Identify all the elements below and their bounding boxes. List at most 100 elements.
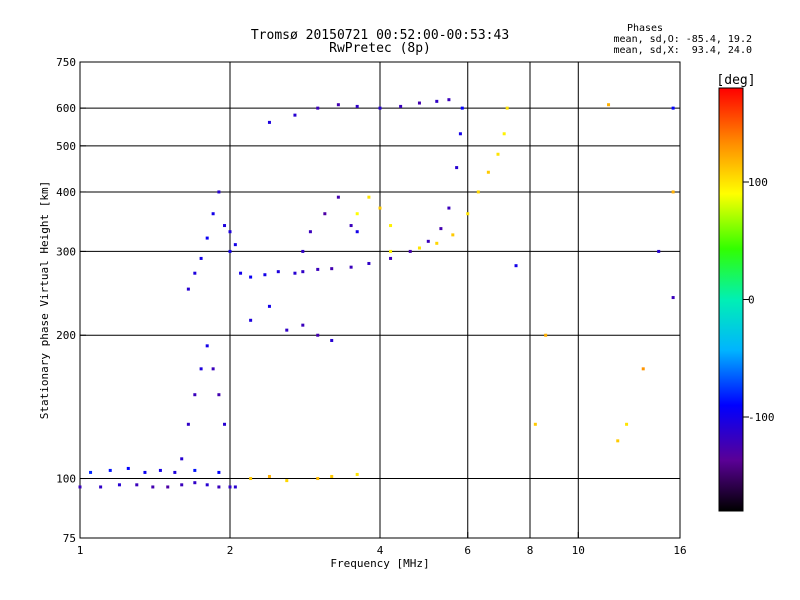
color-bar-ticks: 100 0 -100 <box>743 176 775 424</box>
y-tick-label: 750 <box>56 56 76 69</box>
echo-point <box>316 477 320 481</box>
echo-point <box>205 236 209 240</box>
echo-point <box>301 270 305 274</box>
color-bar-tick-label: 0 <box>748 294 755 307</box>
echo-point <box>455 166 459 170</box>
echo-point <box>330 474 334 478</box>
echo-point <box>355 212 359 216</box>
x-tick-label: 16 <box>673 544 686 557</box>
echo-point <box>233 243 237 247</box>
echo-point <box>460 106 464 110</box>
echo-point <box>378 206 382 210</box>
echo-point <box>336 195 340 199</box>
echo-point <box>408 249 412 253</box>
echo-point <box>514 264 518 268</box>
echo-point <box>205 483 209 487</box>
echo-point <box>641 367 645 371</box>
x-tick-label: 4 <box>377 544 384 557</box>
echo-point <box>249 477 253 481</box>
echo-point <box>89 470 93 474</box>
echo-point <box>193 393 197 397</box>
echo-point <box>173 470 177 474</box>
echo-point <box>466 212 470 216</box>
echo-point <box>316 267 320 271</box>
echo-point <box>199 367 203 371</box>
echo-point <box>389 249 393 253</box>
echo-point <box>186 422 190 426</box>
echo-point <box>228 249 232 253</box>
echo-point <box>367 195 371 199</box>
echo-point <box>267 304 271 308</box>
echo-point <box>211 367 215 371</box>
data-points <box>78 98 675 489</box>
echo-point <box>417 101 421 105</box>
echo-point <box>330 338 334 342</box>
y-tick-label: 100 <box>56 473 76 486</box>
echo-point <box>671 106 675 110</box>
echo-point <box>239 271 243 275</box>
echo-point <box>233 485 237 489</box>
echo-point <box>166 485 170 489</box>
echo-point <box>330 267 334 271</box>
echo-point <box>217 393 221 397</box>
echo-point <box>293 271 297 275</box>
y-tick-label: 400 <box>56 186 76 199</box>
x-axis-label: Frequency [MHz] <box>330 557 429 570</box>
y-tick-label: 200 <box>56 329 76 342</box>
echo-point <box>151 485 155 489</box>
echo-point <box>451 233 455 237</box>
axes: 1 2 4 6 8 10 16 75 100 200 300 400 500 600 750 <box>56 56 687 557</box>
stats-line-x: mean, sd,X: 93.4, 24.0 <box>614 45 752 56</box>
y-tick-label: 600 <box>56 102 76 115</box>
echo-point <box>458 132 462 136</box>
echo-point <box>267 120 271 124</box>
echo-point <box>616 439 620 443</box>
echo-point <box>389 256 393 260</box>
x-tick-label: 1 <box>77 544 84 557</box>
y-tick-label: 500 <box>56 140 76 153</box>
echo-point <box>285 328 289 332</box>
echo-point <box>544 333 548 337</box>
echo-point <box>435 99 439 103</box>
echo-point <box>249 318 253 322</box>
echo-point <box>671 190 675 194</box>
echo-point <box>126 466 130 470</box>
echo-point <box>439 227 443 231</box>
echo-point <box>193 468 197 472</box>
echo-point <box>180 457 184 461</box>
echo-point <box>263 273 267 277</box>
echo-point <box>301 249 305 253</box>
echo-point <box>276 270 280 274</box>
echo-point <box>211 212 215 216</box>
x-tick-label: 6 <box>464 544 471 557</box>
echo-point <box>158 468 162 472</box>
echo-point <box>417 246 421 250</box>
echo-point <box>217 190 221 194</box>
echo-point <box>378 106 382 110</box>
echo-point <box>205 344 209 348</box>
echo-point <box>355 104 359 108</box>
echo-point <box>99 485 103 489</box>
y-axis-label: Stationary phase Virtual Height [km] <box>38 181 51 419</box>
stats-line-o: mean, sd,O: -85.4, 19.2 <box>614 34 752 45</box>
echo-point <box>108 468 112 472</box>
x-tick-label: 8 <box>527 544 534 557</box>
echo-point <box>355 230 359 234</box>
echo-point <box>502 132 506 136</box>
echo-point <box>349 224 353 228</box>
y-tick-label: 300 <box>56 245 76 258</box>
echo-point <box>349 265 353 269</box>
echo-point <box>180 483 184 487</box>
echo-point <box>135 483 139 487</box>
echo-point <box>336 103 340 107</box>
color-bar-tick-label: -100 <box>748 411 775 424</box>
echo-point <box>657 249 661 253</box>
echo-point <box>367 261 371 265</box>
echo-point <box>435 241 439 245</box>
x-tick-label: 10 <box>572 544 585 557</box>
echo-point <box>78 485 82 489</box>
echo-point <box>223 422 227 426</box>
echo-point <box>505 106 509 110</box>
echo-point <box>486 170 490 174</box>
